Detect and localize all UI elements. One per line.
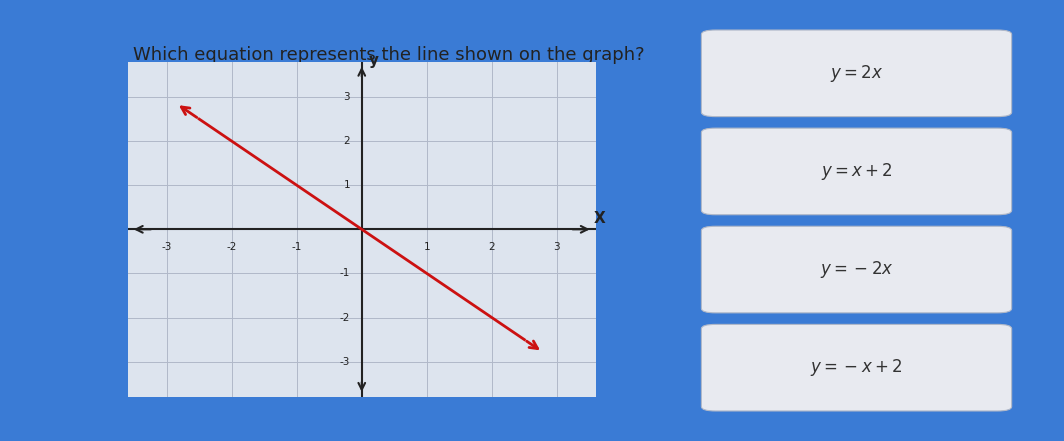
FancyBboxPatch shape bbox=[701, 128, 1012, 215]
Text: $y = -2x$: $y = -2x$ bbox=[819, 259, 894, 280]
Text: -2: -2 bbox=[227, 242, 237, 252]
Text: y: y bbox=[368, 53, 379, 68]
Text: 2: 2 bbox=[488, 242, 495, 252]
FancyBboxPatch shape bbox=[701, 226, 1012, 313]
Text: $y = x + 2$: $y = x + 2$ bbox=[820, 161, 893, 182]
Text: X: X bbox=[594, 211, 605, 226]
Text: -3: -3 bbox=[339, 357, 350, 366]
Text: 1: 1 bbox=[344, 180, 350, 190]
Text: Which equation represents the line shown on the graph?: Which equation represents the line shown… bbox=[133, 46, 644, 64]
Text: 2: 2 bbox=[344, 136, 350, 146]
FancyBboxPatch shape bbox=[701, 30, 1012, 116]
Text: 3: 3 bbox=[344, 92, 350, 102]
Text: 3: 3 bbox=[553, 242, 560, 252]
Text: -1: -1 bbox=[339, 269, 350, 278]
FancyBboxPatch shape bbox=[701, 325, 1012, 411]
Text: -2: -2 bbox=[339, 313, 350, 322]
Text: -3: -3 bbox=[162, 242, 172, 252]
Text: $y = 2x$: $y = 2x$ bbox=[830, 63, 883, 84]
Text: 1: 1 bbox=[423, 242, 430, 252]
Text: $y = -x + 2$: $y = -x + 2$ bbox=[811, 357, 902, 378]
Text: -1: -1 bbox=[292, 242, 302, 252]
